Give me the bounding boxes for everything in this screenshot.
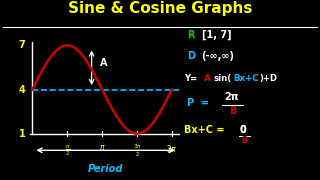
Text: Sine & Cosine Graphs: Sine & Cosine Graphs [68,1,252,16]
Text: 0: 0 [240,125,247,135]
Text: Y=: Y= [184,74,197,83]
Text: 1: 1 [19,129,25,139]
Text: A: A [204,74,211,83]
Text: 4: 4 [19,84,25,95]
Text: $\frac{\pi}{2}$: $\frac{\pi}{2}$ [65,143,70,158]
Text: B: B [242,136,248,145]
Text: R: R [187,30,195,40]
Text: $2\pi$: $2\pi$ [166,143,178,154]
Text: [1, 7]: [1, 7] [202,30,231,40]
Text: Bx+C =: Bx+C = [184,125,228,135]
Text: 0: 0 [240,125,247,135]
Text: 7: 7 [19,40,25,50]
Text: $\frac{3\pi}{2}$: $\frac{3\pi}{2}$ [133,143,141,159]
Text: $\pi$: $\pi$ [99,143,106,152]
Text: B: B [229,106,236,116]
Text: A: A [100,58,108,68]
Text: Period: Period [88,164,123,174]
Text: sin(: sin( [213,74,232,83]
Text: (-∞,∞): (-∞,∞) [202,51,235,61]
Text: D: D [187,51,195,61]
Text: P  =: P = [187,98,209,108]
Text: Bx+C: Bx+C [234,74,259,83]
Text: 2π: 2π [224,92,238,102]
Text: )+D: )+D [259,74,277,83]
